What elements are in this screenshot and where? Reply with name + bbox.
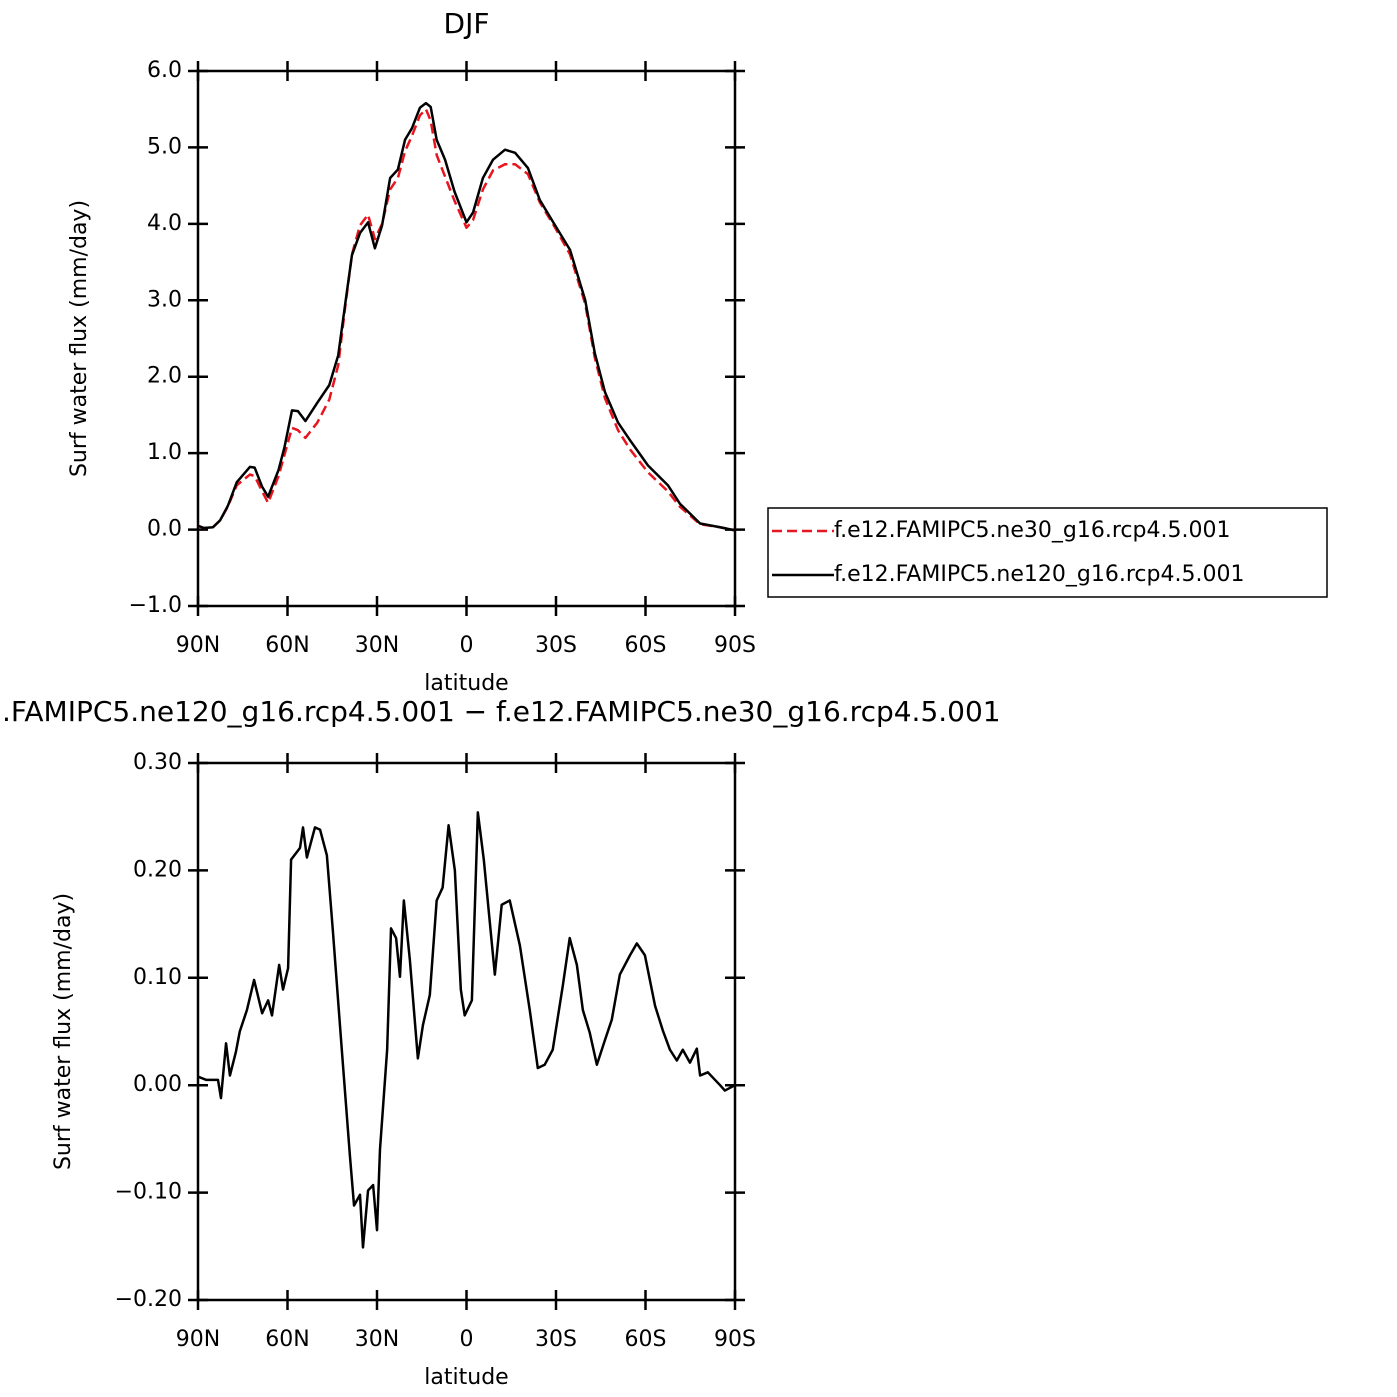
plot-frame	[196, 761, 737, 1302]
x-axis-label: latitude	[424, 671, 508, 696]
y-tick-label: −0.20	[115, 1287, 182, 1312]
legend-label: f.e12.FAMIPC5.ne30_g16.rcp4.5.001	[834, 518, 1230, 543]
legend-label: f.e12.FAMIPC5.ne120_g16.rcp4.5.001	[834, 562, 1244, 587]
x-tick-label: 90S	[714, 633, 756, 658]
x-tick-label: 90N	[176, 633, 220, 658]
y-tick-label: 2.0	[147, 364, 182, 389]
y-tick-label: 4.0	[147, 211, 182, 236]
chart-title: f.e12.FAMIPC5.ne120_g16.rcp4.5.001 − f.e…	[0, 695, 1001, 728]
y-tick-label: 0.30	[133, 750, 182, 775]
x-tick-label: 0	[460, 633, 474, 658]
x-tick-label: 30S	[535, 1327, 577, 1352]
x-tick-label: 60S	[625, 1327, 667, 1352]
y-tick-label: 6.0	[147, 58, 182, 83]
y-tick-label: 0.00	[133, 1072, 182, 1097]
data-line	[197, 811, 736, 1249]
y-tick-label: −0.10	[115, 1180, 182, 1205]
x-tick-label: 30N	[355, 1327, 399, 1352]
chart-title: DJF	[444, 7, 490, 40]
x-tick-label: 0	[460, 1327, 474, 1352]
legend-box	[767, 507, 1328, 598]
y-tick-label: 1.0	[147, 440, 182, 465]
x-tick-label: 90N	[176, 1327, 220, 1352]
y-tick-label: 0.0	[147, 517, 182, 542]
y-axis-label: Surf water flux (mm/day)	[67, 200, 92, 477]
y-tick-label: 0.10	[133, 965, 182, 990]
x-tick-label: 60S	[625, 633, 667, 658]
x-tick-label: 30N	[355, 633, 399, 658]
y-tick-label: 5.0	[147, 134, 182, 159]
y-tick-label: 3.0	[147, 287, 182, 312]
x-tick-label: 60N	[265, 1327, 309, 1352]
x-axis-label: latitude	[424, 1365, 508, 1390]
y-tick-label: −1.0	[129, 593, 182, 618]
x-tick-label: 60N	[265, 633, 309, 658]
plot-frame	[196, 69, 737, 608]
y-axis-label: Surf water flux (mm/day)	[51, 893, 76, 1170]
x-tick-label: 90S	[714, 1327, 756, 1352]
data-line	[197, 101, 736, 532]
x-tick-label: 30S	[535, 633, 577, 658]
y-tick-label: 0.20	[133, 857, 182, 882]
